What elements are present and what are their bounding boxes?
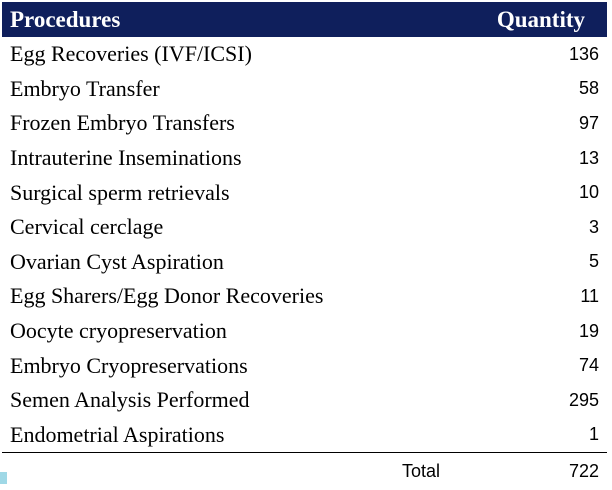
table-row: Endometrial Aspirations 1 (2, 418, 607, 453)
table-header: Procedures Quantity (2, 2, 607, 37)
procedure-name: Oocyte cryopreservation (10, 318, 227, 344)
table-row: Ovarian Cyst Aspiration 5 (2, 245, 607, 280)
table-row: Frozen Embryo Transfers 97 (2, 106, 607, 141)
table-row: Oocyte cryopreservation 19 (2, 314, 607, 349)
procedure-quantity: 136 (568, 43, 599, 64)
procedure-quantity: 295 (568, 389, 599, 410)
procedure-quantity: 13 (578, 147, 599, 168)
total-label: Total (402, 461, 441, 482)
procedure-name: Embryo Transfer (10, 75, 160, 101)
procedure-quantity: 5 (588, 251, 599, 272)
table-row: Semen Analysis Performed 295 (2, 383, 607, 418)
table-row: Embryo Cryopreservations 74 (2, 348, 607, 383)
procedure-name: Endometrial Aspirations (10, 421, 225, 447)
procedures-column-header: Procedures (10, 6, 121, 32)
procedure-quantity: 3 (588, 216, 599, 237)
total-quantity: 722 (568, 461, 599, 482)
procedure-name: Surgical sperm retrievals (10, 179, 230, 205)
table-body: Egg Recoveries (IVF/ICSI) 136 Embryo Tra… (2, 37, 607, 452)
procedure-quantity: 1 (588, 424, 599, 445)
procedure-name: Egg Sharers/Egg Donor Recoveries (10, 283, 324, 309)
procedure-name: Frozen Embryo Transfers (10, 110, 235, 136)
procedure-quantity: 19 (578, 320, 599, 341)
procedure-name: Intrauterine Inseminations (10, 145, 242, 171)
table-row: Egg Sharers/Egg Donor Recoveries 11 (2, 279, 607, 314)
table-row: Surgical sperm retrievals 10 (2, 175, 607, 210)
procedure-name: Ovarian Cyst Aspiration (10, 248, 224, 274)
decorative-accent-mark (0, 472, 7, 484)
procedure-name: Cervical cerclage (10, 214, 164, 240)
procedure-quantity: 97 (578, 112, 599, 133)
table-row: Embryo Transfer 58 (2, 72, 607, 107)
procedure-quantity: 58 (578, 78, 599, 99)
quantity-column-header: Quantity (496, 6, 585, 32)
procedure-quantity: 10 (578, 182, 599, 203)
table-row: Egg Recoveries (IVF/ICSI) 136 (2, 37, 607, 72)
table-row: Intrauterine Inseminations 13 (2, 141, 607, 176)
total-row: Total 722 (2, 452, 607, 490)
procedure-name: Semen Analysis Performed (10, 387, 250, 413)
procedure-quantity: 11 (580, 285, 599, 306)
procedure-name: Egg Recoveries (IVF/ICSI) (10, 41, 252, 67)
table-row: Cervical cerclage 3 (2, 210, 607, 245)
procedure-quantity: 74 (578, 355, 599, 376)
procedure-name: Embryo Cryopreservations (10, 352, 248, 378)
